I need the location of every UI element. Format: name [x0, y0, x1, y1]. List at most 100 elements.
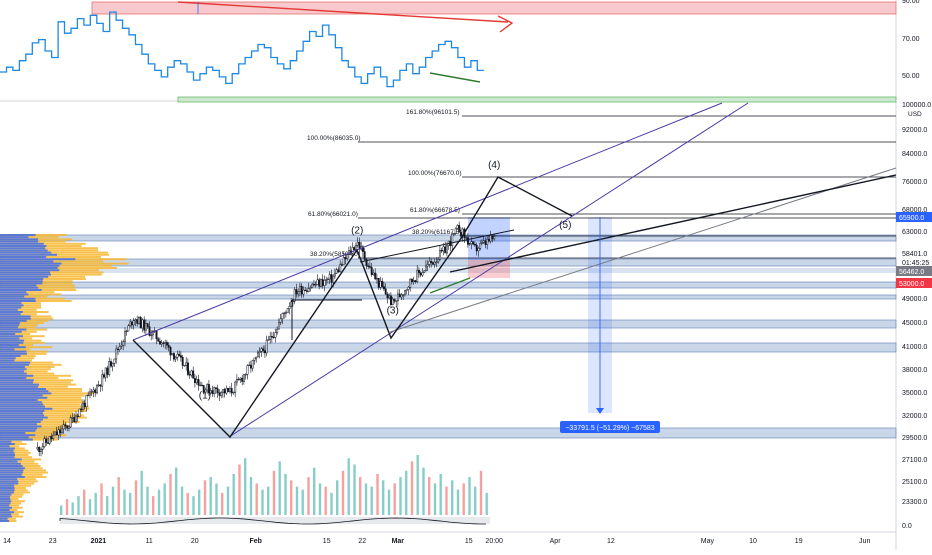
candle-body — [306, 290, 308, 292]
profile-bar-sell — [0, 451, 15, 454]
candle-body — [122, 341, 125, 346]
candle-body — [302, 289, 305, 295]
time-tick: 22 — [358, 538, 366, 545]
time-tick: 23 — [49, 538, 57, 545]
candle-body — [372, 272, 375, 275]
candle-body — [132, 320, 135, 326]
channel-upper-line — [132, 102, 723, 341]
wave-labels: (1) (2) (3) (4) (5) — [199, 160, 572, 402]
candle-body — [418, 269, 420, 274]
profile-bar-buy — [0, 267, 118, 269]
volume-bar — [272, 470, 276, 515]
candle-body — [297, 291, 300, 295]
candle-body — [234, 381, 237, 393]
volume-bar — [284, 473, 287, 515]
candle-body — [358, 241, 361, 250]
candle-body — [40, 449, 42, 452]
volume-bar — [468, 477, 471, 515]
candle-body — [80, 408, 83, 411]
candle-body — [327, 278, 329, 281]
candle-body — [318, 279, 321, 287]
candle-body — [106, 367, 109, 375]
candle-body — [134, 319, 137, 321]
profile-bar-sell — [0, 372, 27, 375]
candle-body — [202, 385, 205, 393]
candle-body — [397, 293, 399, 302]
price-tick: 25100.0 — [902, 479, 927, 486]
candle-body — [248, 364, 251, 367]
profile-bar-buy — [0, 374, 72, 377]
candle-body — [472, 241, 475, 245]
time-tick: 15 — [323, 538, 331, 545]
candle-body — [299, 285, 301, 292]
candle-body — [419, 272, 422, 276]
candle-body — [320, 279, 322, 287]
elliott-wave-path — [132, 176, 573, 439]
candle-body — [199, 384, 202, 387]
candle-body — [257, 352, 259, 358]
profile-bar-sell — [0, 381, 34, 384]
volume-bar — [341, 470, 345, 515]
candle-body — [262, 348, 265, 351]
fib-level-label: 100.00%(76670.0) — [408, 170, 462, 177]
profile-bar-sell — [0, 432, 26, 434]
candle-body — [395, 300, 398, 302]
profile-bar-sell — [0, 513, 12, 516]
profile-bar-sell — [0, 352, 27, 355]
channel-lower-line — [228, 102, 749, 438]
profile-bar-sell — [0, 317, 31, 320]
candle-body — [243, 374, 245, 382]
price-tick: 100000.0 — [902, 102, 931, 109]
volume-bar — [410, 461, 414, 515]
trend-line-secondary — [359, 229, 515, 263]
volume-bar — [180, 486, 184, 515]
volume-bar — [244, 458, 247, 515]
candle-body — [484, 240, 487, 245]
candle-body — [258, 351, 261, 354]
candle-body — [69, 417, 72, 428]
oscillator-tick: 70.00 — [902, 36, 920, 43]
profile-bar-sell — [0, 326, 18, 329]
candle-body — [190, 370, 193, 376]
candle-body — [150, 334, 153, 336]
profile-bar-sell — [0, 339, 25, 342]
candle-body — [104, 367, 107, 378]
candle-body — [288, 306, 291, 309]
candle-body — [370, 267, 373, 275]
time-tick: Jun — [859, 538, 870, 545]
candlesticks — [36, 221, 496, 457]
volume-bar — [261, 489, 264, 515]
profile-bar-sell — [0, 319, 27, 322]
candle-body — [225, 388, 228, 394]
profile-bar-sell — [0, 284, 37, 287]
profile-bar-sell — [0, 260, 54, 263]
candle-body — [355, 245, 357, 250]
profile-bar-buy — [0, 399, 82, 401]
candle-body — [486, 238, 489, 245]
candle-body — [475, 244, 478, 252]
volume-bar — [65, 499, 69, 515]
volume-bar — [376, 473, 379, 515]
profile-bar-sell — [0, 506, 12, 509]
profile-bar-buy — [0, 284, 75, 287]
profile-bar-sell — [0, 258, 76, 261]
time-tick: 10 — [749, 538, 757, 545]
candle-body — [59, 429, 62, 433]
profile-bar-sell — [0, 300, 36, 302]
candle-body — [404, 290, 406, 295]
profile-bar-sell — [0, 460, 18, 463]
candle-body — [213, 387, 216, 394]
profile-bar-sell — [0, 253, 57, 256]
wave-label: (4) — [488, 160, 500, 171]
wave-label: (1) — [199, 391, 211, 402]
price-tick: 63000.0 — [902, 229, 927, 236]
candle-body — [188, 374, 191, 376]
profile-bar-buy — [0, 293, 62, 296]
volume-bar — [71, 502, 74, 515]
candle-body — [171, 353, 174, 356]
time-tick: Feb — [249, 538, 261, 545]
volume-bar — [370, 486, 373, 515]
profile-bar-sell — [0, 438, 33, 441]
